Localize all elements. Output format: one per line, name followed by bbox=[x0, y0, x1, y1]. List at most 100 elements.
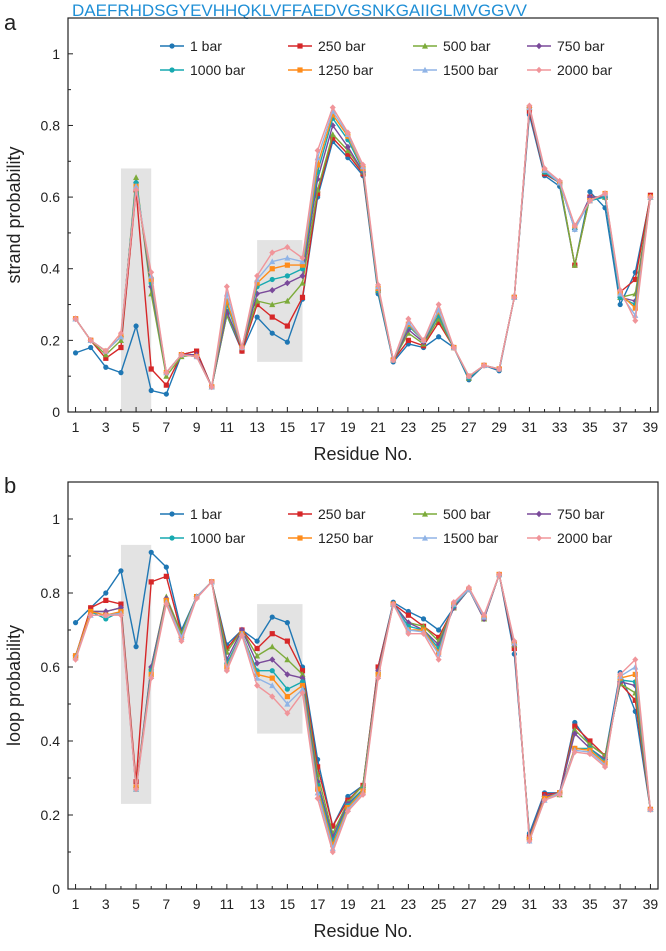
x-tick-label: 5 bbox=[132, 896, 140, 912]
y-axis-label: loop probability bbox=[4, 625, 24, 746]
data-point bbox=[102, 351, 109, 358]
legend-label: 500 bar bbox=[443, 506, 491, 522]
data-point bbox=[602, 190, 609, 197]
data-point bbox=[72, 350, 79, 356]
data-point bbox=[163, 564, 169, 570]
legend-marker bbox=[297, 535, 303, 541]
data-point bbox=[405, 619, 412, 626]
data-point bbox=[254, 638, 260, 644]
x-tick-label: 23 bbox=[401, 896, 417, 912]
data-point bbox=[299, 682, 306, 689]
legend-marker bbox=[297, 43, 303, 49]
data-point bbox=[193, 348, 200, 354]
data-point bbox=[541, 165, 548, 172]
data-point bbox=[571, 226, 578, 232]
data-point bbox=[254, 645, 260, 652]
data-point bbox=[299, 686, 306, 692]
x-tick-label: 21 bbox=[370, 896, 386, 912]
data-point bbox=[465, 372, 472, 380]
data-point bbox=[315, 764, 321, 770]
data-point bbox=[315, 162, 321, 168]
data-point bbox=[117, 330, 124, 337]
data-point bbox=[178, 637, 185, 645]
data-point bbox=[269, 668, 275, 674]
data-point bbox=[405, 630, 412, 637]
data-point bbox=[541, 797, 548, 804]
data-point bbox=[330, 842, 336, 848]
data-point bbox=[254, 682, 261, 689]
data-point bbox=[481, 612, 488, 619]
data-point bbox=[118, 370, 124, 376]
legend-marker bbox=[422, 534, 428, 541]
x-tick-label: 35 bbox=[582, 896, 598, 912]
data-point bbox=[269, 249, 276, 256]
x-tick-label: 19 bbox=[340, 896, 356, 912]
data-point bbox=[284, 638, 290, 644]
y-tick-label: 1 bbox=[52, 46, 60, 62]
x-tick-label: 11 bbox=[220, 896, 235, 912]
data-point bbox=[435, 641, 442, 648]
x-tick-label: 37 bbox=[612, 896, 628, 912]
data-point bbox=[102, 347, 109, 355]
data-point bbox=[254, 652, 261, 659]
data-point bbox=[284, 323, 290, 329]
data-point bbox=[284, 339, 290, 345]
x-tick-label: 3 bbox=[102, 419, 110, 435]
legend-item-250-bar: 250 bar bbox=[288, 38, 366, 54]
data-point bbox=[405, 330, 412, 336]
series-250-bar bbox=[72, 108, 654, 390]
legend-item-2000-bar: 2000 bar bbox=[527, 62, 613, 78]
legend-marker bbox=[297, 67, 303, 73]
data-point bbox=[284, 700, 291, 707]
legend-item-1250-bar: 1250 bar bbox=[288, 530, 374, 546]
panel-label: a bbox=[4, 10, 17, 35]
y-tick-label: 0.6 bbox=[41, 659, 61, 675]
data-point bbox=[405, 337, 411, 343]
series-line bbox=[75, 105, 652, 388]
legend-label: 750 bar bbox=[557, 38, 605, 54]
x-tick-label: 11 bbox=[220, 419, 235, 435]
legend-label: 2000 bar bbox=[557, 530, 613, 546]
data-point bbox=[511, 637, 518, 645]
data-point bbox=[117, 337, 124, 343]
data-point bbox=[450, 599, 457, 606]
data-point bbox=[269, 631, 275, 637]
legend-label: 1500 bar bbox=[443, 62, 499, 78]
data-point bbox=[390, 600, 397, 608]
data-point bbox=[88, 608, 94, 615]
data-point bbox=[571, 730, 578, 737]
y-tick-label: 0.4 bbox=[41, 261, 61, 277]
series-2000-bar bbox=[72, 102, 654, 391]
data-point bbox=[330, 112, 336, 118]
legend-item-1-bar: 1 bar bbox=[160, 506, 222, 522]
legend-label: 500 bar bbox=[443, 38, 491, 54]
series-750-bar bbox=[72, 104, 654, 391]
data-point bbox=[617, 287, 624, 294]
legend-marker bbox=[422, 66, 428, 73]
x-tick-label: 13 bbox=[249, 419, 265, 435]
data-point bbox=[465, 584, 472, 591]
data-point bbox=[178, 351, 185, 358]
x-tick-label: 33 bbox=[552, 419, 568, 435]
data-point bbox=[405, 612, 411, 618]
data-point bbox=[269, 693, 276, 700]
y-axis-label: strand probability bbox=[4, 146, 24, 283]
data-point bbox=[420, 337, 427, 344]
series-1-bar bbox=[72, 112, 654, 397]
data-point bbox=[133, 174, 140, 180]
y-tick-label: 0.8 bbox=[41, 117, 61, 133]
x-tick-label: 1 bbox=[72, 896, 80, 912]
y-tick-label: 0.2 bbox=[41, 807, 61, 823]
legend-marker bbox=[536, 66, 542, 74]
data-point bbox=[284, 694, 290, 700]
data-point bbox=[284, 244, 291, 251]
legend-label: 1500 bar bbox=[443, 530, 499, 546]
data-point bbox=[208, 578, 215, 586]
data-point bbox=[360, 161, 366, 169]
data-point bbox=[239, 348, 245, 354]
data-point bbox=[329, 104, 336, 111]
x-tick-label: 9 bbox=[193, 896, 201, 912]
legend-label: 1250 bar bbox=[318, 530, 374, 546]
data-point bbox=[299, 294, 306, 300]
x-tick-label: 7 bbox=[162, 896, 170, 912]
